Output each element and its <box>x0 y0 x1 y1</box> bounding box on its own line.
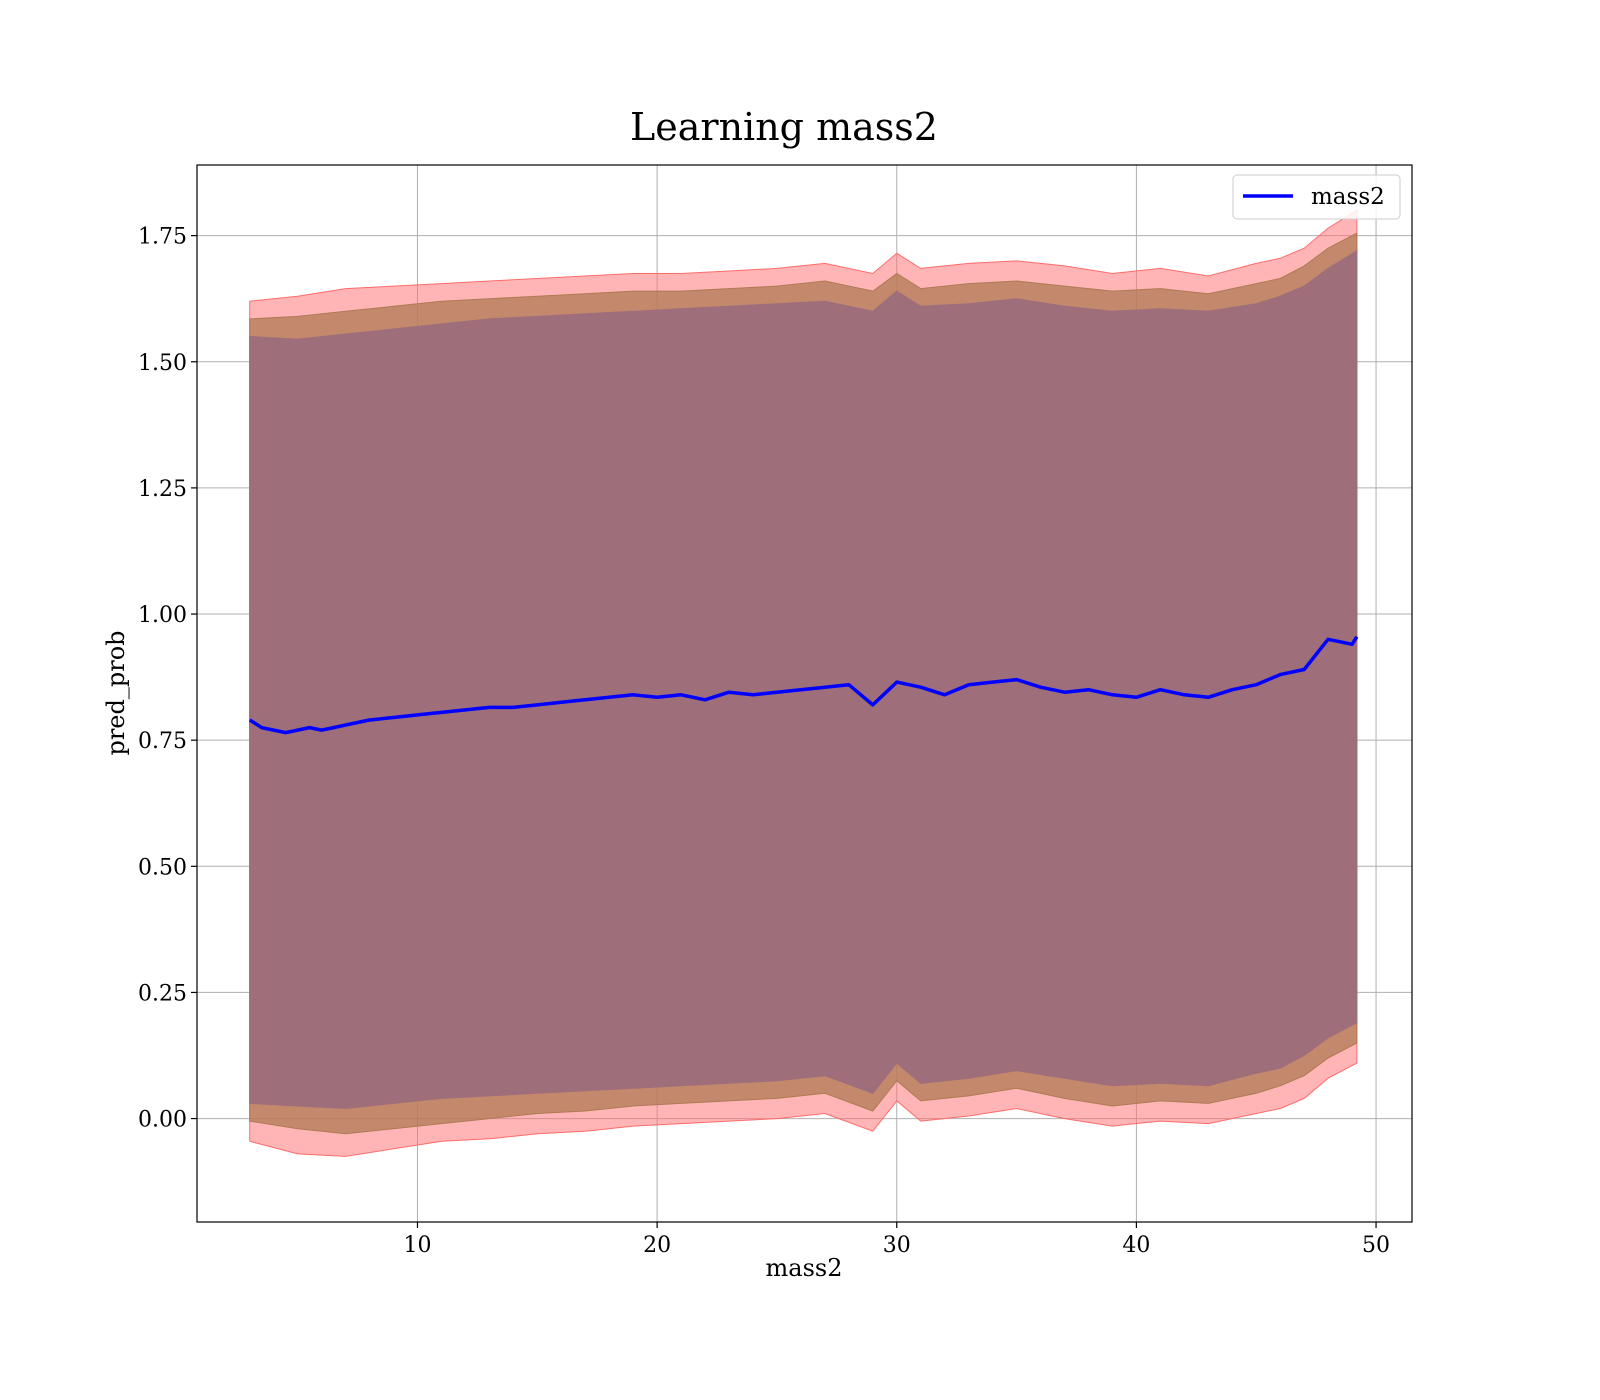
x-tick-label-4: 50 <box>1362 1233 1390 1258</box>
legend-label-mass2: mass2 <box>1311 184 1385 210</box>
chart-title: Learning mass2 <box>630 105 938 149</box>
legend: mass2 <box>1232 174 1401 220</box>
confidence-bands <box>249 209 1358 1157</box>
series-line-mass2 <box>248 635 1359 735</box>
band-2 <box>249 249 1358 1110</box>
x-axis-label: mass2 <box>766 1254 843 1282</box>
x-tick-label-3: 40 <box>1122 1233 1150 1258</box>
y-tick-label-5: 1.25 <box>138 477 187 502</box>
series-lines <box>248 635 1359 735</box>
x-tick-label-2: 30 <box>883 1233 911 1258</box>
y-tick-label-4: 1.00 <box>138 603 187 628</box>
x-tick-label-0: 10 <box>403 1233 431 1258</box>
y-tick-label-3: 0.75 <box>138 729 187 754</box>
y-axis-label: pred_prob <box>102 630 130 755</box>
y-tick-label-7: 1.75 <box>138 225 187 250</box>
y-tick-label-6: 1.50 <box>138 351 187 376</box>
x-tick-label-1: 20 <box>643 1233 671 1258</box>
y-tick-label-1: 0.25 <box>138 981 187 1006</box>
legend-box <box>1232 174 1401 220</box>
y-tick-label-2: 0.50 <box>138 855 187 880</box>
y-axis-ticks: 0.00 0.25 0.50 0.75 1.00 1.25 1.50 1.75 <box>138 225 197 1133</box>
x-axis-ticks: 10 20 30 40 50 <box>403 1222 1390 1258</box>
plot-frame <box>196 164 1413 1223</box>
y-tick-label-0: 0.00 <box>138 1108 187 1133</box>
